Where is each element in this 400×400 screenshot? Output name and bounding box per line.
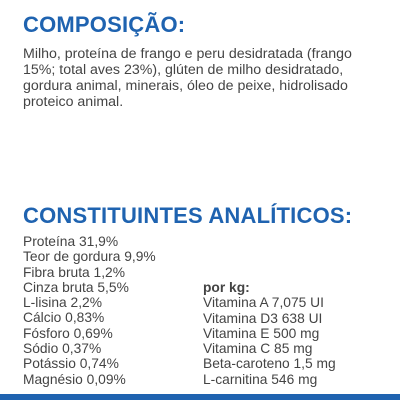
vitamin-item: Vitamina C 85 mg bbox=[203, 341, 313, 357]
per-kg-label: por kg: bbox=[203, 280, 250, 295]
constituent-item: Proteína 31,9% bbox=[23, 234, 119, 249]
constituent-item: L-lisina 2,2% bbox=[23, 295, 102, 311]
vitamin-item: Vitamina D3 638 UI bbox=[203, 310, 323, 326]
analytical-constituents-list: Proteína 31,9% Teor de gordura 9,9% Fibr… bbox=[23, 234, 156, 387]
per-kg-list: por kg: Vitamina A 7,075 UI Vitamina D3 … bbox=[203, 280, 336, 387]
analytical-constituents-heading: CONSTITUINTES ANALÍTICOS: bbox=[23, 203, 353, 228]
bottom-accent-band bbox=[0, 394, 400, 400]
composition-heading: COMPOSIÇÃO: bbox=[23, 12, 186, 37]
vitamin-item: L-carnitina 546 mg bbox=[203, 371, 318, 387]
constituent-item: Cálcio 0,83% bbox=[23, 310, 105, 326]
constituent-item: Fósforo 0,69% bbox=[23, 325, 113, 341]
constituent-item: Magnésio 0,09% bbox=[23, 371, 126, 387]
vitamin-item: Beta-caroteno 1,5 mg bbox=[203, 356, 336, 372]
vitamin-item: Vitamina A 7,075 UI bbox=[203, 295, 324, 311]
constituent-item: Cinza bruta 5,5% bbox=[23, 279, 129, 295]
constituent-item: Sódio 0,37% bbox=[23, 341, 102, 357]
constituent-item: Potássio 0,74% bbox=[23, 356, 119, 372]
constituent-item: Teor de gordura 9,9% bbox=[23, 249, 156, 265]
composition-text: Milho, proteína de frango e peru desidra… bbox=[23, 46, 352, 110]
constituent-item: Fibra bruta 1,2% bbox=[23, 264, 125, 280]
vitamin-item: Vitamina E 500 mg bbox=[203, 325, 320, 341]
